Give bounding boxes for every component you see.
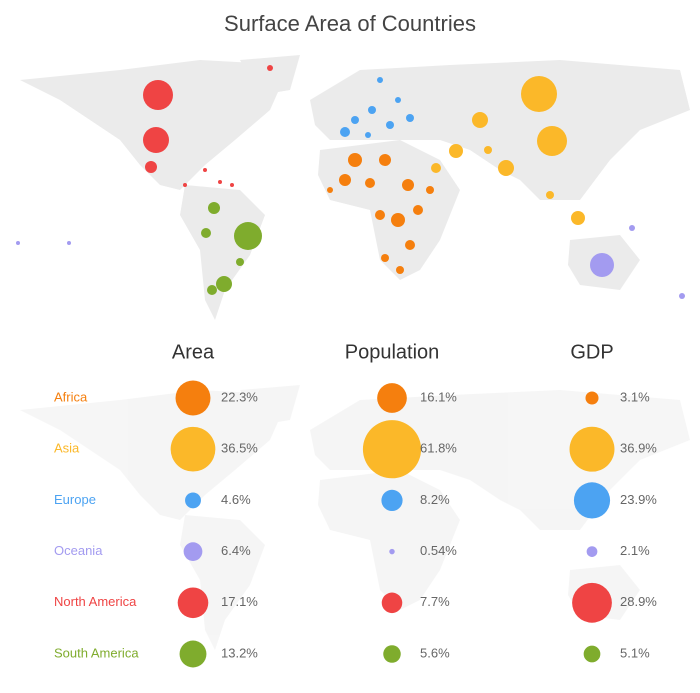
bubble	[170, 426, 216, 472]
bubble	[569, 426, 615, 472]
category-label: Oceania	[54, 543, 103, 558]
value-label: 13.2%	[221, 645, 258, 660]
value-label: 8.2%	[420, 492, 450, 507]
value-label: 36.9%	[620, 441, 657, 456]
value-label: 7.7%	[420, 594, 450, 609]
bubble	[377, 383, 407, 413]
bubble	[389, 548, 395, 555]
value-label: 16.1%	[420, 389, 457, 404]
bubble	[362, 420, 422, 479]
bubble	[381, 489, 403, 511]
bubble	[573, 482, 611, 519]
bubble	[383, 645, 401, 663]
value-label: 0.54%	[420, 543, 457, 558]
value-label: 5.6%	[420, 645, 450, 660]
bubble	[179, 640, 207, 668]
bubble	[381, 592, 403, 614]
category-label: Africa	[54, 389, 88, 404]
category-label: North America	[54, 594, 137, 609]
category-label: South America	[54, 645, 139, 660]
value-label: 23.9%	[620, 492, 657, 507]
column-header: Area	[172, 341, 215, 363]
bubble	[585, 391, 599, 405]
value-label: 28.9%	[620, 594, 657, 609]
bubble	[583, 645, 601, 663]
value-label: 5.1%	[620, 645, 650, 660]
bubble	[572, 582, 612, 623]
category-label: Asia	[54, 441, 80, 456]
value-label: 17.1%	[221, 594, 258, 609]
value-label: 61.8%	[420, 441, 457, 456]
world-map	[20, 55, 690, 320]
bubble	[175, 380, 211, 416]
category-label: Europe	[54, 492, 96, 507]
chart-title: Surface Area of Countries	[224, 11, 476, 36]
value-label: 2.1%	[620, 543, 650, 558]
value-label: 4.6%	[221, 492, 251, 507]
value-label: 3.1%	[620, 389, 650, 404]
country-dots	[16, 65, 685, 299]
value-label: 22.3%	[221, 389, 258, 404]
column-header: GDP	[570, 341, 613, 363]
bubble	[586, 546, 598, 557]
value-label: 36.5%	[221, 441, 258, 456]
bubble	[183, 542, 203, 561]
bubble	[177, 587, 209, 619]
value-label: 6.4%	[221, 543, 251, 558]
bubble	[185, 492, 201, 509]
column-header: Population	[345, 341, 440, 363]
